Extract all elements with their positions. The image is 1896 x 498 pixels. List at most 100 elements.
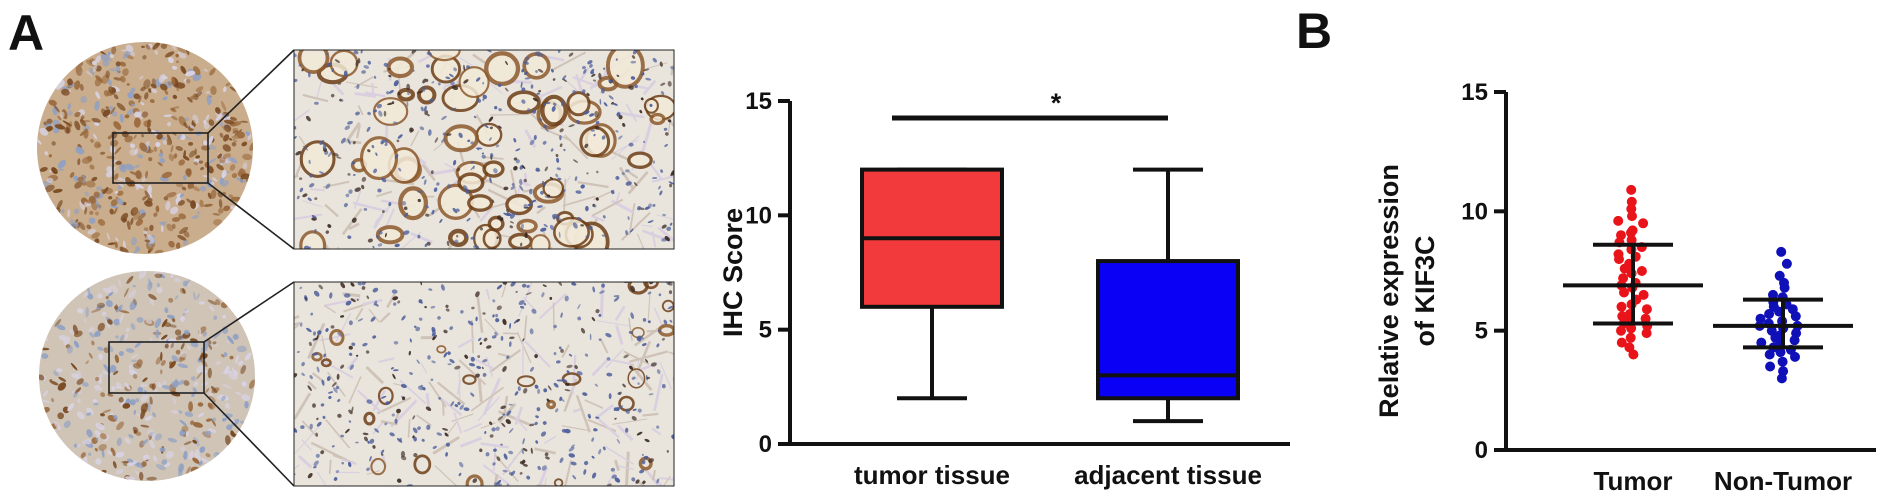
nucleus — [550, 148, 554, 152]
tissue-speck — [97, 346, 104, 352]
stroma-fiber — [463, 422, 483, 433]
stained-cluster — [320, 358, 332, 368]
tissue-speck — [160, 360, 166, 366]
tissue-speck — [88, 327, 95, 333]
nucleus — [535, 440, 539, 444]
data-point-nontumor — [1764, 349, 1775, 360]
nucleus — [513, 165, 518, 171]
tissue-speck — [166, 139, 172, 146]
data-point-tumor — [1626, 196, 1637, 207]
nucleus — [482, 94, 487, 100]
tissue-speck — [116, 421, 125, 431]
stroma-fiber — [328, 459, 332, 474]
nucleus — [419, 126, 425, 131]
tissue-speck — [159, 221, 166, 226]
nucleus — [486, 345, 492, 349]
tissue-speck — [109, 204, 120, 209]
nucleus — [420, 106, 424, 112]
y-axis-label-line: of KIF3C — [1410, 236, 1440, 347]
tissue-speck — [222, 370, 233, 374]
stroma-fiber — [479, 206, 494, 223]
stroma-fiber — [640, 117, 654, 154]
nucleus — [601, 135, 606, 140]
tissue-speck — [46, 118, 53, 124]
nucleus — [489, 126, 493, 130]
tissue-speck — [187, 184, 192, 190]
tissue-speck — [114, 146, 122, 155]
tissue-speck — [139, 142, 148, 152]
nucleus — [593, 133, 596, 137]
nucleus — [627, 216, 630, 220]
nucleus — [327, 151, 333, 157]
data-point-tumor — [1616, 301, 1627, 312]
nucleus — [445, 76, 451, 80]
nucleus — [530, 366, 534, 372]
tissue-speck — [135, 431, 142, 436]
nucleus — [374, 303, 379, 307]
tissue-speck — [236, 345, 247, 353]
nucleus — [544, 452, 549, 457]
nucleus — [307, 246, 312, 249]
tissue-speck — [213, 315, 218, 320]
tissue-speck — [53, 370, 59, 377]
nucleus — [615, 130, 619, 133]
nucleus — [314, 101, 319, 105]
nucleus — [445, 304, 449, 308]
nucleus — [343, 293, 351, 298]
stroma-fiber — [604, 445, 634, 465]
nucleus — [454, 365, 461, 370]
stroma-fiber — [416, 414, 432, 427]
nucleus — [632, 50, 637, 55]
stroma-fiber — [294, 392, 312, 420]
nucleus — [555, 408, 559, 413]
tissue-speck — [183, 230, 190, 238]
tissue-speck — [85, 70, 93, 77]
nucleus — [516, 318, 521, 323]
tissue-speck — [67, 110, 73, 116]
tissue-speck — [87, 228, 96, 235]
nucleus — [610, 190, 615, 195]
tissue-speck — [89, 210, 94, 215]
tissue-speck — [106, 232, 110, 241]
nucleus — [378, 230, 383, 235]
nucleus — [388, 75, 392, 78]
stroma-fiber — [651, 427, 662, 436]
nucleus — [374, 428, 380, 433]
nucleus — [307, 71, 311, 78]
nucleus — [392, 296, 399, 301]
nucleus — [625, 230, 628, 236]
nucleus — [348, 320, 353, 326]
nucleus — [372, 445, 376, 449]
tissue-speck — [199, 446, 206, 453]
tissue-speck — [180, 342, 185, 350]
nucleus — [400, 383, 407, 389]
stroma-fiber — [459, 57, 474, 67]
tissue-speck — [210, 85, 217, 95]
stroma-fiber — [621, 211, 651, 241]
tissue-speck — [75, 146, 85, 155]
nucleus — [418, 317, 423, 321]
nucleus — [590, 129, 595, 132]
nucleus — [482, 359, 488, 363]
nucleus — [572, 475, 577, 480]
inset-box-bottom — [108, 341, 205, 394]
nucleus — [309, 183, 315, 188]
nucleus — [506, 483, 509, 486]
nucleus — [307, 385, 312, 391]
tissue-speck — [206, 94, 212, 106]
nucleus — [463, 64, 465, 71]
nucleus — [363, 207, 368, 211]
tissue-speck — [124, 163, 135, 171]
stroma-fiber — [575, 73, 584, 93]
nucleus — [506, 355, 510, 359]
nucleus — [493, 168, 498, 174]
nucleus — [610, 467, 615, 472]
tissue-speck — [134, 183, 145, 189]
nucleus — [524, 56, 530, 61]
nucleus — [416, 90, 424, 94]
stained-cluster — [299, 230, 327, 249]
nucleus — [517, 386, 521, 391]
nucleus — [665, 132, 669, 136]
tissue-speck — [58, 376, 67, 382]
stroma-fiber — [591, 198, 624, 217]
